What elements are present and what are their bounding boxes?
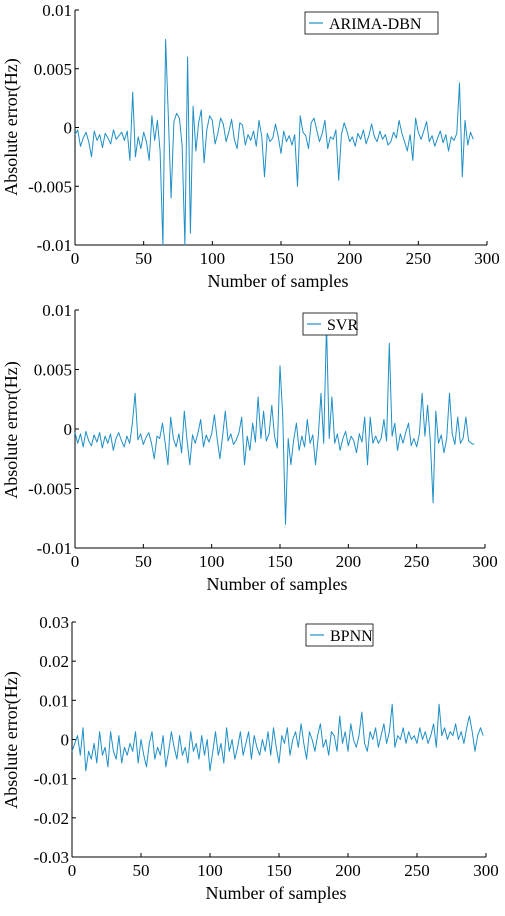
y-tick-label: 0.01 xyxy=(42,1,72,20)
y-tick-label: 0.01 xyxy=(39,691,69,710)
x-tick-label: 250 xyxy=(404,552,430,571)
legend: SVR xyxy=(302,312,358,336)
legend-label: BPNN xyxy=(330,628,373,645)
legend-box xyxy=(302,312,358,336)
x-tick-label: 100 xyxy=(200,249,226,268)
y-tick-label: 0.02 xyxy=(39,652,69,671)
series-line-bpnn xyxy=(71,703,484,772)
legend-box xyxy=(304,11,439,35)
y-tick-label: 0.005 xyxy=(34,60,72,79)
y-tick-label: -0.02 xyxy=(34,809,69,828)
x-tick-label: 200 xyxy=(335,861,361,880)
x-tick-label: 200 xyxy=(337,249,363,268)
y-tick-label: -0.01 xyxy=(37,236,72,255)
legend: BPNN xyxy=(305,623,374,647)
x-axis-label: Number of samples xyxy=(207,574,348,594)
x-axis-label: Number of samples xyxy=(208,271,349,291)
x-tick-label: 300 xyxy=(472,552,498,571)
chart-panel-2: 0 50 100 150 200 250 300 -0.01 -0.005 0 0.005 0.01 N… xyxy=(1,301,498,594)
x-tick-label: 300 xyxy=(474,249,500,268)
legend-label: ARIMA-DBN xyxy=(329,16,422,33)
legend-label: SVR xyxy=(327,317,358,334)
x-tick-label: 50 xyxy=(133,861,150,880)
x-tick-label: 0 xyxy=(71,552,80,571)
x-tick-label: 150 xyxy=(266,861,292,880)
y-tick-label: 0 xyxy=(61,731,70,750)
y-tick-label: 0 xyxy=(64,420,73,439)
chart-panel-3: 0 50 100 150 200 250 300 -0.03 -0.02 -0.01 0 0.01 0.… xyxy=(1,613,499,903)
y-tick-label: 0 xyxy=(64,119,73,138)
x-tick-label: 50 xyxy=(135,249,152,268)
series-line-svr xyxy=(74,323,475,525)
x-tick-label: 250 xyxy=(404,861,430,880)
x-tick-label: 100 xyxy=(197,861,223,880)
y-tick-label: 0.01 xyxy=(42,301,72,320)
x-tick-label: 150 xyxy=(267,552,293,571)
y-tick-label: 0.03 xyxy=(39,613,69,632)
y-tick-label: 0.005 xyxy=(34,361,72,380)
x-tick-label: 200 xyxy=(336,552,362,571)
x-tick-label: 50 xyxy=(135,552,152,571)
x-tick-label: 150 xyxy=(268,249,294,268)
y-axis-label: Absolute error(Hz) xyxy=(1,671,22,808)
x-tick-label: 250 xyxy=(406,249,432,268)
y-tick-label: -0.01 xyxy=(37,539,72,558)
x-axis-label: Number of samples xyxy=(206,883,347,903)
legend: ARIMA-DBN xyxy=(304,11,439,35)
x-tick-label: 0 xyxy=(68,861,77,880)
y-tick-label: -0.005 xyxy=(28,480,72,499)
y-axis-label: Absolute error(Hz) xyxy=(1,58,22,195)
series-line-arima-dbn xyxy=(74,38,474,246)
y-tick-label: -0.005 xyxy=(28,177,72,196)
x-tick-label: 300 xyxy=(473,861,499,880)
y-tick-label: -0.01 xyxy=(34,770,69,789)
y-axis-label: Absolute error(Hz) xyxy=(1,361,22,498)
chart-panel-1: 0 50 100 150 200 250 300 -0.01 -0.005 0 0.005 0.01 N… xyxy=(1,1,500,291)
legend-box xyxy=(305,623,374,647)
y-tick-label: -0.03 xyxy=(34,848,69,867)
x-tick-label: 0 xyxy=(71,249,80,268)
x-tick-label: 100 xyxy=(199,552,225,571)
